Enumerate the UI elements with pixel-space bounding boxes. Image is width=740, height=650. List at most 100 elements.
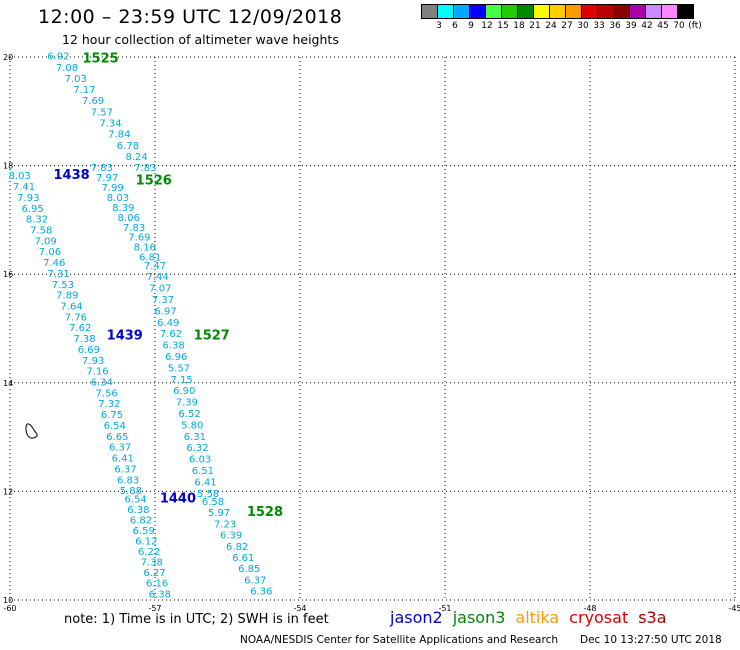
wave-height-value: 8.03 bbox=[9, 171, 31, 182]
wave-height-value: 7.56 bbox=[96, 388, 118, 399]
pass-1525: 6.927.087.037.177.697.577.347.846.788.24… bbox=[47, 51, 156, 174]
wave-height-value: 6.37 bbox=[114, 464, 136, 475]
wave-height-value: 7.03 bbox=[65, 74, 87, 85]
legend-ticks: 3 6 9 12 15 18 21 24 27 30 33 36 39 42 45 70 (ft) bbox=[422, 21, 740, 33]
satellite-jason2: jason2 bbox=[390, 608, 443, 627]
wave-height-value: 8.24 bbox=[126, 152, 148, 163]
legend-tick-label: 18 bbox=[513, 21, 525, 31]
wave-height-value: 8.16 bbox=[134, 243, 156, 254]
wave-height-value: 6.38 bbox=[162, 341, 184, 352]
page-subtitle: 12 hour collection of altimeter wave hei… bbox=[62, 32, 339, 47]
wave-height-value: 6.83 bbox=[117, 475, 139, 486]
legend-tick-label: 42 bbox=[641, 21, 653, 31]
legend-tick-label: 3 bbox=[436, 21, 442, 31]
pass-id-label: 1526 bbox=[136, 174, 172, 189]
wave-height-value: 7.53 bbox=[52, 280, 74, 291]
wave-height-value: 7.83 bbox=[91, 163, 113, 174]
wave-height-value: 7.41 bbox=[13, 182, 35, 193]
x-tick-label: -45 bbox=[728, 604, 740, 613]
wave-height-value: 7.93 bbox=[17, 193, 39, 204]
y-tick-label: 10 bbox=[3, 596, 13, 605]
legend-tick-label: (ft) bbox=[688, 21, 702, 31]
wave-height-value: 6.27 bbox=[143, 568, 165, 579]
wave-height-value: 6.22 bbox=[138, 547, 160, 558]
wave-height-value: 6.34 bbox=[91, 378, 113, 389]
legend-tick-label: 39 bbox=[625, 21, 637, 31]
y-tick-label: 14 bbox=[3, 379, 13, 388]
x-tick-label: -54 bbox=[293, 604, 306, 613]
wave-height-value: 7.16 bbox=[86, 367, 108, 378]
x-tick-label: -51 bbox=[438, 604, 451, 613]
pass-id-label: 1439 bbox=[107, 328, 143, 343]
wave-height-value: 6.16 bbox=[146, 579, 168, 590]
pass-id-label: 1527 bbox=[194, 328, 230, 343]
y-tick-label: 12 bbox=[3, 487, 13, 496]
wave-height-value: 6.49 bbox=[157, 318, 179, 329]
wave-height-value: 7.97 bbox=[96, 173, 118, 184]
wave-height-value: 7.17 bbox=[73, 85, 95, 96]
wave-height-value: 7.31 bbox=[47, 269, 69, 280]
wave-height-value: 7.07 bbox=[149, 284, 171, 295]
wave-height-value: 6.95 bbox=[22, 204, 44, 215]
wave-height-value: 7.46 bbox=[43, 258, 65, 269]
wave-height-value: 7.62 bbox=[69, 323, 91, 334]
legend-tick-label: 24 bbox=[545, 21, 557, 31]
wave-height-value: 6.38 bbox=[127, 505, 149, 516]
legend-tick-label: 27 bbox=[561, 21, 573, 31]
wave-height-value: 6.38 bbox=[149, 589, 171, 600]
pass-id-label: 1525 bbox=[83, 51, 119, 66]
legend-tick-label: 15 bbox=[497, 21, 509, 31]
pass-1527: 7.477.447.077.376.976.497.626.386.965.57… bbox=[144, 261, 230, 500]
footer-note: note: 1) Time is in UTC; 2) SWH is in fe… bbox=[64, 612, 329, 627]
wave-height-value: 5.97 bbox=[208, 508, 230, 519]
island-outline bbox=[25, 423, 38, 439]
wave-height-value: 7.38 bbox=[141, 558, 163, 569]
y-tick-label: 18 bbox=[3, 162, 13, 171]
wave-height-value: 7.44 bbox=[147, 272, 169, 283]
wave-height-value: 6.37 bbox=[109, 443, 131, 454]
generated-timestamp: Dec 10 13:27:50 UTC 2018 bbox=[580, 634, 722, 646]
pass-id-label: 1440 bbox=[160, 491, 196, 506]
wave-height-value: 6.32 bbox=[186, 443, 208, 454]
altimeter-passes: 6.927.087.037.177.697.577.347.846.788.24… bbox=[9, 51, 283, 600]
legend-tick-label: 12 bbox=[481, 21, 493, 31]
wave-height-value: 6.92 bbox=[47, 52, 69, 63]
wave-height-value: 7.83 bbox=[123, 223, 145, 234]
wave-height-value: 6.41 bbox=[112, 454, 134, 465]
wave-height-value: 6.36 bbox=[250, 587, 272, 598]
satellite-altika: altika bbox=[515, 608, 560, 627]
wave-height-value: 6.78 bbox=[117, 141, 139, 152]
pass-1439: 7.567.326.756.546.656.376.416.376.835.88… bbox=[96, 328, 143, 497]
grid bbox=[9, 56, 736, 601]
pass-1528: 6.585.977.236.396.826.616.856.376.36 1528 bbox=[202, 497, 283, 598]
pass-id-label: 1528 bbox=[247, 505, 283, 520]
wave-height-value: 8.39 bbox=[112, 203, 134, 214]
wave-height-value: 6.82 bbox=[130, 515, 152, 526]
wave-height-value: 7.76 bbox=[65, 312, 87, 323]
wave-height-value: 7.69 bbox=[128, 233, 150, 244]
wave-height-value: 6.12 bbox=[135, 536, 157, 547]
wave-height-value: 8.06 bbox=[118, 213, 140, 224]
wave-height-value: 6.54 bbox=[125, 494, 147, 505]
legend-tick-label: 33 bbox=[593, 21, 605, 31]
wave-height-value: 6.59 bbox=[133, 526, 155, 537]
pass-1440: 6.546.386.826.596.126.227.386.276.166.38… bbox=[125, 491, 196, 600]
y-tick-label: 20 bbox=[3, 53, 13, 62]
pass-id-label: 1438 bbox=[54, 168, 90, 183]
wave-height-value: 7.84 bbox=[108, 130, 130, 141]
legend-tick-label: 70 bbox=[673, 21, 685, 31]
island-shape bbox=[25, 423, 38, 439]
wave-height-value: 6.54 bbox=[104, 421, 126, 432]
legend-tick-label: 45 bbox=[657, 21, 669, 31]
wave-height-value: 6.51 bbox=[192, 466, 214, 477]
legend-swatches bbox=[421, 4, 740, 19]
wave-height-value: 6.96 bbox=[165, 352, 187, 363]
wave-height-value: 6.03 bbox=[189, 455, 211, 466]
x-tick-label: -48 bbox=[583, 604, 596, 613]
legend-tick-label: 9 bbox=[468, 21, 474, 31]
wave-height-value: 6.41 bbox=[194, 477, 216, 488]
x-tick-label: -57 bbox=[148, 604, 161, 613]
wave-height-value: 6.61 bbox=[232, 553, 254, 564]
y-tick-label: 16 bbox=[3, 270, 13, 279]
